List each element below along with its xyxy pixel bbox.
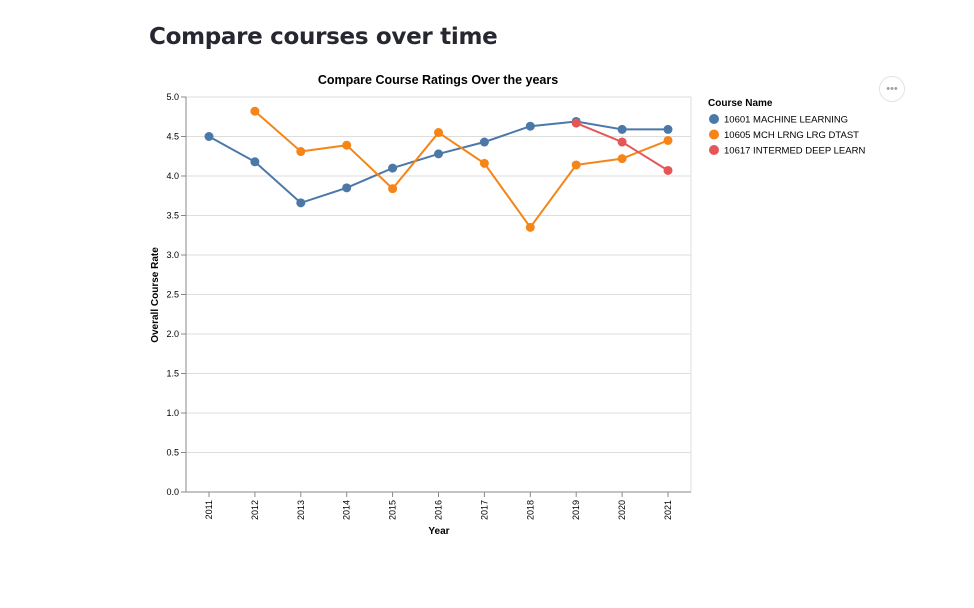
ellipsis-icon: ••• (886, 82, 898, 95)
x-tick-label: 2021 (663, 500, 673, 520)
x-tick-label: 2012 (250, 500, 260, 520)
data-point (296, 198, 306, 208)
legend-label: 10601 MACHINE LEARNING (724, 115, 848, 126)
y-axis-label: Overall Course Rate (150, 247, 161, 343)
page-title: Compare courses over time (149, 24, 498, 50)
legend: Course Name 10601 MACHINE LEARNING 10605 … (708, 98, 865, 157)
data-point (663, 165, 673, 175)
legend-title: Course Name (708, 98, 773, 109)
data-point (342, 140, 352, 150)
x-tick-label: 2014 (342, 500, 352, 520)
data-point (434, 149, 443, 159)
data-point (296, 147, 306, 157)
data-point (663, 124, 673, 134)
y-tick-label: 1.0 (166, 408, 179, 418)
data-point (250, 106, 260, 116)
legend-symbol (709, 114, 719, 124)
x-tick-label: 2018 (525, 500, 535, 520)
y-tick-label: 2.5 (166, 290, 179, 300)
x-tick-label: 2015 (388, 500, 398, 520)
y-tick-label: 4.5 (166, 132, 179, 142)
data-point (617, 137, 627, 147)
data-point (571, 118, 581, 128)
x-tick-label: 2019 (571, 500, 581, 520)
legend-symbol (709, 145, 719, 155)
data-point (342, 183, 352, 193)
y-tick-label: 3.0 (166, 250, 179, 260)
data-point (434, 128, 443, 138)
x-tick-label: 2011 (204, 500, 214, 519)
data-point (479, 158, 489, 168)
y-tick-label: 4.0 (166, 171, 179, 181)
y-tick-label: 1.5 (166, 369, 179, 379)
legend-label: 10617 INTERMED DEEP LEARN (724, 146, 865, 157)
data-point (617, 124, 627, 134)
data-point (388, 163, 398, 173)
chart-title: Compare Course Ratings Over the years (318, 73, 558, 87)
data-point (663, 135, 673, 145)
data-point (250, 157, 260, 167)
x-tick-label: 2013 (296, 500, 306, 520)
x-tick-label: 2017 (479, 500, 489, 520)
data-point (525, 121, 535, 131)
series-line (254, 110, 669, 230)
data-point (525, 222, 535, 232)
y-tick-label: 0.0 (166, 487, 179, 497)
data-point (571, 160, 581, 170)
x-tick-label: 2020 (617, 500, 627, 520)
x-tick-label: 2016 (434, 500, 444, 520)
y-tick-label: 2.0 (166, 329, 179, 339)
data-point (479, 137, 489, 147)
legend-symbol (709, 129, 719, 140)
data-point (617, 154, 627, 164)
y-tick-label: 0.5 (166, 448, 179, 458)
data-point (388, 184, 398, 194)
chart-menu-button[interactable]: ••• (879, 76, 905, 102)
y-tick-label: 5.0 (166, 92, 179, 102)
legend-label: 10605 MCH LRNG LRG DTAST (724, 130, 859, 141)
y-tick-label: 3.5 (166, 211, 179, 221)
series-points (204, 106, 673, 232)
data-point (204, 132, 214, 141)
x-axis-label: Year (428, 526, 449, 537)
chart-axes: 0.0 0.5 1.0 1.5 2.0 2.5 3.0 3.5 4.0 4.5 5.0 2011 201… (166, 92, 691, 520)
